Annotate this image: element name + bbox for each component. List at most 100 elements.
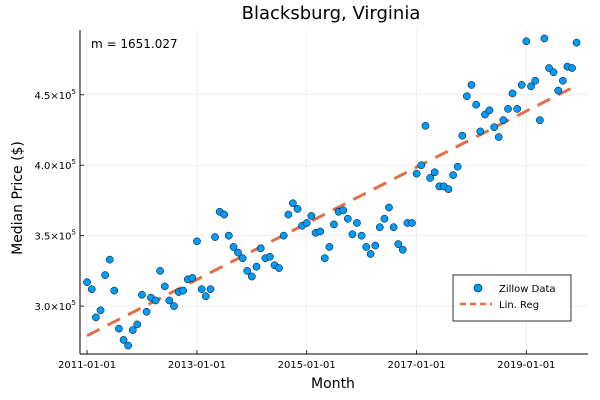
data-point: [380, 214, 389, 223]
data-point: [421, 121, 430, 130]
data-point: [476, 127, 485, 136]
x-tick-labels: 2011-01-01 2013-01-01 2015-01-01 2017-01-01…: [58, 360, 555, 371]
x-tick-label: 2011-01-01: [58, 360, 116, 371]
data-point: [408, 219, 416, 227]
data-point: [284, 210, 293, 219]
y-tick-label: 3.5×105: [35, 229, 76, 243]
data-point: [142, 307, 151, 316]
data-point: [412, 169, 421, 178]
axes: [79, 30, 588, 355]
y-tick-label: 4.0×105: [35, 158, 76, 172]
data-point: [389, 223, 398, 232]
data-point: [531, 76, 540, 85]
data-point: [449, 171, 457, 179]
y-tick-label: 3.0×105: [35, 299, 76, 313]
y-tick-labels: 3.0×105 3.5×105 4.0×105 4.5×105: [35, 88, 76, 313]
data-point: [527, 82, 535, 91]
data-point: [289, 199, 297, 208]
data-point: [105, 255, 114, 264]
data-point: [458, 131, 467, 140]
data-point: [472, 100, 480, 109]
data-point: [385, 203, 393, 212]
data-point: [87, 285, 96, 294]
data-point: [540, 34, 549, 43]
data-point: [119, 336, 128, 344]
data-point: [179, 286, 187, 295]
slope-annotation: m = 1651.027: [91, 37, 178, 51]
data-point: [229, 243, 238, 251]
data-point: [504, 105, 512, 113]
data-point: [444, 185, 453, 194]
data-point: [128, 326, 137, 334]
data-point: [330, 220, 338, 229]
data-point: [197, 285, 206, 294]
x-tick-label: 2013-01-01: [168, 360, 226, 371]
data-point: [234, 248, 242, 257]
data-point: [371, 241, 380, 250]
legend-label-regression: Lin. Reg: [499, 300, 539, 311]
data-point: [151, 296, 160, 305]
legend-label-points: Zillow Data: [499, 284, 556, 295]
data-point: [362, 243, 371, 251]
data-point: [316, 227, 325, 236]
data-point: [243, 267, 252, 275]
data-point: [568, 64, 576, 72]
x-axis-title: Month: [311, 376, 355, 392]
data-point: [320, 254, 329, 263]
data-point: [266, 252, 274, 261]
data-point: [353, 219, 361, 227]
data-point: [417, 161, 426, 170]
data-point: [156, 267, 164, 275]
y-tick-label: 4.5×105: [35, 88, 76, 102]
data-point: [165, 296, 174, 305]
data-point: [559, 76, 567, 85]
data-point: [206, 285, 215, 294]
legend-marker-points: [473, 283, 483, 293]
data-point: [252, 262, 261, 271]
data-point: [348, 230, 357, 239]
legend-box: [452, 274, 572, 322]
data-point: [339, 206, 348, 215]
data-point: [453, 162, 462, 171]
data-point: [536, 116, 544, 125]
scatter-points: [83, 34, 581, 350]
data-point: [133, 320, 142, 329]
data-point: [193, 237, 201, 246]
data-point: [279, 231, 288, 240]
data-point: [188, 274, 197, 282]
data-point: [124, 341, 132, 350]
data-point: [238, 254, 247, 263]
data-point: [343, 214, 352, 223]
data-point: [572, 38, 581, 47]
x-tick-label: 2019-01-01: [497, 360, 555, 371]
data-point: [325, 243, 334, 251]
data-point: [302, 219, 311, 227]
data-point: [430, 168, 439, 177]
data-point: [201, 292, 210, 301]
data-point: [490, 123, 499, 132]
data-point: [83, 278, 91, 287]
data-point: [554, 86, 563, 95]
data-point: [138, 290, 146, 299]
data-point: [513, 105, 522, 113]
data-point: [394, 240, 403, 248]
data-point: [96, 306, 105, 315]
data-point: [467, 81, 476, 89]
data-point: [115, 324, 123, 333]
data-point: [170, 302, 178, 310]
data-point: [522, 37, 531, 46]
data-point: [508, 89, 517, 98]
data-point: [462, 92, 471, 101]
legend: Zillow Data Lin. Reg: [452, 274, 572, 322]
data-point: [211, 233, 219, 241]
data-point: [220, 210, 229, 219]
grid-lines: [80, 30, 588, 354]
data-point: [293, 205, 302, 213]
data-point: [357, 231, 366, 240]
data-point: [485, 106, 494, 115]
data-point: [160, 282, 169, 291]
data-point: [92, 313, 100, 322]
x-tick-label: 2015-01-01: [278, 360, 336, 371]
data-point: [517, 81, 526, 89]
